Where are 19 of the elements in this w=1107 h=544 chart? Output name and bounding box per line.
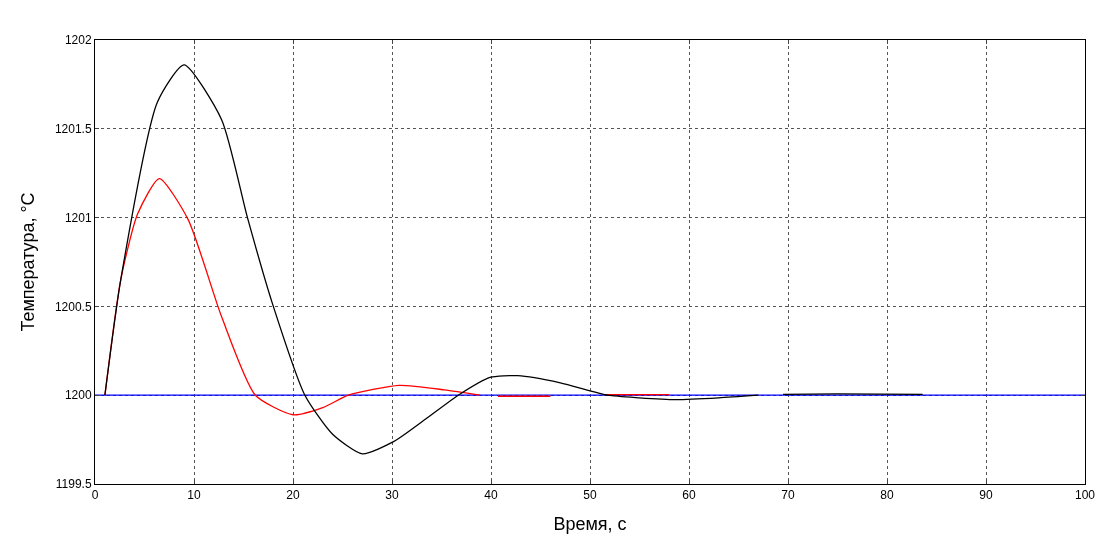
x-tick-label: 70: [781, 488, 795, 503]
x-tick-label: 40: [484, 488, 498, 503]
y-axis-title: Температура, °С: [18, 192, 39, 332]
x-tick-label: 100: [1074, 488, 1096, 503]
x-tick-label: 30: [385, 488, 399, 503]
y-tick-label: 1201: [64, 210, 92, 225]
x-axis-title: Время, с: [553, 513, 627, 534]
x-tick-label: 80: [880, 488, 894, 503]
x-tick-label: 20: [286, 488, 300, 503]
y-tick-label: 1202: [64, 33, 92, 48]
x-tick-label: 10: [187, 488, 201, 503]
y-tick-label: 1199.5: [55, 477, 92, 492]
x-tick-label: 0: [91, 488, 99, 503]
y-tick-label: 1200.5: [54, 299, 92, 314]
x-tick-label: 90: [979, 488, 993, 503]
y-tick-label: 1200: [64, 388, 92, 403]
x-tick-label: 50: [583, 488, 597, 503]
y-tick-label: 1201.5: [54, 122, 92, 136]
x-tick-label: 60: [682, 488, 696, 503]
